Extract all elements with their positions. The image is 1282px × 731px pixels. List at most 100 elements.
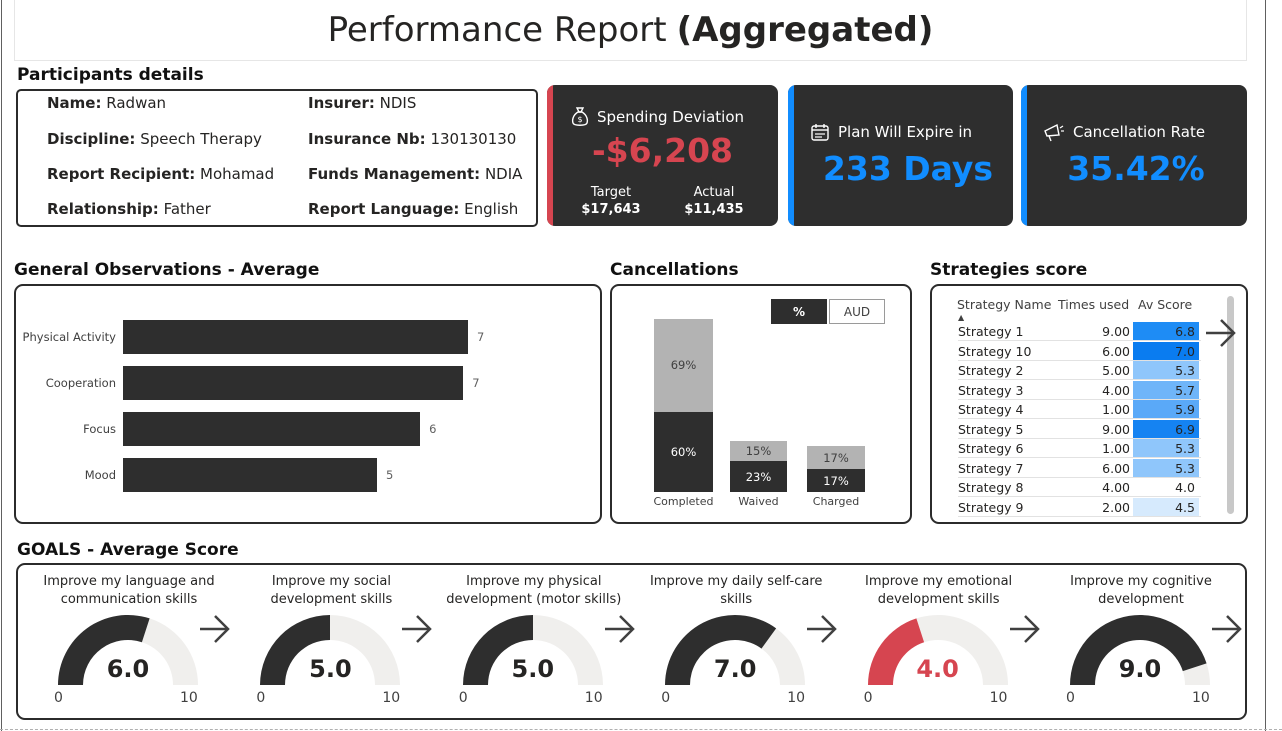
table-row[interactable]: Strategy 1 9.00 6.8 <box>932 322 1222 341</box>
row-divider <box>958 496 1201 497</box>
bar-physical-activity <box>123 320 468 354</box>
av-score-cell: 6.8 <box>1133 322 1199 340</box>
row-divider <box>958 418 1201 419</box>
goal-title: Improve my social development skills <box>270 574 393 607</box>
participants-card: Name: Radwan Insurer: NDIS Discipline: S… <box>16 89 538 227</box>
spending-actual: Actual $11,435 <box>669 185 759 217</box>
page-title-bold: (Aggregated) <box>676 10 934 50</box>
spending-accent <box>547 85 553 226</box>
gauge-max-label: 10 <box>989 690 1008 706</box>
spending-target-value: $17,643 <box>581 202 641 217</box>
spending-deviation-value: -$6,208 <box>591 131 734 170</box>
table-row[interactable]: Strategy 2 5.00 5.3 <box>932 361 1222 380</box>
left-border <box>1 0 2 731</box>
strategies-arrow-right-icon[interactable] <box>1204 318 1238 348</box>
plan-expiry-title: Plan Will Expire in <box>838 123 973 141</box>
sort-ascending-icon: ▲ <box>958 313 965 322</box>
gauge-chart <box>462 615 603 685</box>
table-row[interactable]: Strategy 3 4.00 5.7 <box>932 380 1222 400</box>
goal-title: Improve my daily self-care skills <box>649 574 823 607</box>
table-scrollbar[interactable] <box>1227 296 1234 514</box>
cancellation-rate-title: Cancellation Rate <box>1073 123 1206 141</box>
gauge-min-label: 0 <box>458 690 468 706</box>
goals-section-title: GOALS - Average Score <box>17 540 239 560</box>
table-row[interactable]: Strategy 6 1.00 5.3 <box>932 439 1222 458</box>
table-row[interactable]: Strategy 10 6.00 7.0 <box>932 341 1222 361</box>
strategy-name-cell: Strategy 10 <box>958 343 1032 359</box>
gauge-value: 4.0 <box>916 655 959 683</box>
stack-segment-light: 69% <box>654 319 713 412</box>
column-header-strategy-name[interactable]: Strategy Name <box>957 297 1052 312</box>
gauge-min-label: 0 <box>661 690 671 706</box>
bar-label: Focus <box>83 422 116 436</box>
av-score-cell: 5.3 <box>1133 439 1199 457</box>
column-header-av-score[interactable]: Av Score <box>1138 297 1193 312</box>
gauge-chart <box>867 615 1008 685</box>
observations-section-title: General Observations - Average <box>14 260 320 280</box>
av-score-cell: 4.0 <box>1133 478 1199 496</box>
gauge-max-label: 10 <box>584 690 603 706</box>
goal-title: Improve my physical development (motor s… <box>446 574 622 607</box>
spending-deviation-title: Spending Deviation <box>597 108 745 126</box>
drill-arrow-right-icon[interactable] <box>603 614 637 644</box>
strategy-name-cell: Strategy 5 <box>958 421 1024 437</box>
megaphone-icon <box>1044 123 1064 142</box>
category-label: Charged <box>812 495 860 508</box>
table-row[interactable]: Strategy 5 9.00 6.9 <box>932 419 1222 439</box>
times-used-cell: 2.00 <box>1102 499 1130 515</box>
av-score-cell: 6.9 <box>1133 419 1199 438</box>
cancellation-accent <box>1021 85 1027 226</box>
expiry-accent <box>788 85 794 226</box>
spending-actual-value: $11,435 <box>684 202 744 217</box>
aud-toggle-button[interactable]: AUD <box>829 299 885 324</box>
strategy-name-cell: Strategy 3 <box>958 382 1024 398</box>
stack-segment-light: 15% <box>730 441 787 462</box>
times-used-cell: 9.00 <box>1102 324 1130 339</box>
percent-toggle-button[interactable]: % <box>771 299 827 324</box>
gauge-fill <box>462 615 533 685</box>
times-used-cell: 9.00 <box>1102 421 1130 437</box>
drill-arrow-right-icon[interactable] <box>400 614 434 644</box>
av-score-cell: 5.9 <box>1133 400 1199 418</box>
drill-arrow-right-icon[interactable] <box>1210 614 1244 644</box>
cancellations-section-title: Cancellations <box>610 260 739 280</box>
table-row[interactable]: Strategy 8 4.00 4.0 <box>932 478 1222 497</box>
bar-label: Physical Activity <box>22 330 116 344</box>
gauge-fill <box>1070 614 1207 685</box>
row-divider <box>958 398 1201 400</box>
gauge-min-label: 0 <box>256 690 266 706</box>
row-divider <box>958 457 1201 458</box>
svg-text:$: $ <box>577 115 582 124</box>
participant-insurer-field: Insurer: NDIS <box>308 94 417 112</box>
participant-insurance-nb-field: Insurance Nb: 130130130 <box>308 130 517 148</box>
goal-title: Improve my cognitive development <box>1070 574 1212 607</box>
gauge-max-label: 10 <box>180 690 198 706</box>
stack-segment-light: 17% <box>807 446 865 470</box>
times-used-cell: 4.00 <box>1102 480 1130 495</box>
plan-expiry-header: Plan Will Expire in <box>810 122 972 142</box>
gauge-chart <box>260 615 401 685</box>
table-row[interactable]: Strategy 7 6.00 5.3 <box>932 458 1222 478</box>
stack-segment-dark: 17% <box>807 469 865 492</box>
bar-focus <box>123 412 421 446</box>
drill-arrow-right-icon[interactable] <box>1008 614 1042 644</box>
cancellation-rate-value: 35.42% <box>1067 149 1205 188</box>
row-divider <box>958 340 1201 341</box>
gauge-track <box>532 615 603 685</box>
gauge-chart <box>1070 614 1210 685</box>
row-divider <box>958 379 1201 380</box>
drill-arrow-right-icon[interactable] <box>805 614 839 644</box>
drill-arrow-right-icon[interactable] <box>198 614 232 644</box>
av-score-cell: 4.5 <box>1133 497 1199 516</box>
table-row[interactable]: Strategy 4 1.00 5.9 <box>932 400 1222 419</box>
row-divider <box>958 437 1201 439</box>
times-used-cell: 1.00 <box>1102 441 1130 456</box>
av-score-cell: 5.7 <box>1133 380 1199 399</box>
strategy-name-cell: Strategy 1 <box>958 324 1024 339</box>
cancellation-rate-card: Cancellation Rate 35.42% <box>1021 85 1247 226</box>
column-header-times-used[interactable]: Times used <box>1058 297 1130 312</box>
strategy-name-cell: Strategy 7 <box>958 460 1024 476</box>
row-divider <box>958 359 1201 361</box>
table-row[interactable]: Strategy 9 2.00 4.5 <box>932 497 1222 517</box>
strategies-table-panel: Strategy Name ▲ Times used Av Score Stra… <box>930 284 1248 524</box>
